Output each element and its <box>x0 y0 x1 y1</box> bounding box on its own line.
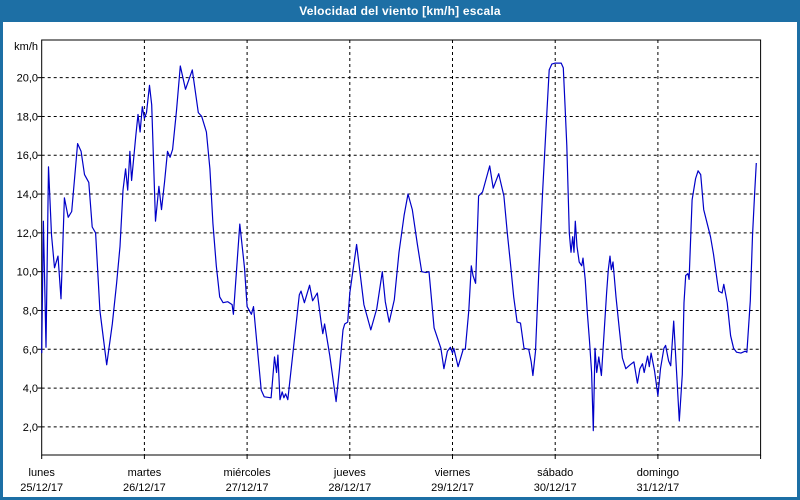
y-tick-label: 14,0 <box>17 189 38 201</box>
day-date-label: 31/12/17 <box>636 482 679 494</box>
y-tick-label: 18,0 <box>17 111 38 123</box>
y-tick-label: 2,0 <box>23 422 38 434</box>
y-tick-label: 8,0 <box>23 305 38 317</box>
day-name-label: lunes <box>29 467 56 479</box>
y-tick-label: 6,0 <box>23 344 38 356</box>
day-name-label: sábado <box>537 467 573 479</box>
y-axis-unit-label: km/h <box>14 41 38 53</box>
window-title: Velocidad del viento [km/h] escala <box>299 4 501 18</box>
day-name-label: jueves <box>333 467 366 479</box>
day-name-label: viernes <box>435 467 471 479</box>
day-date-label: 30/12/17 <box>534 482 577 494</box>
window-titlebar: Velocidad del viento [km/h] escala <box>0 0 800 22</box>
y-tick-label: 10,0 <box>17 267 38 279</box>
day-date-label: 27/12/17 <box>226 482 269 494</box>
wind-speed-chart: 2,0 4,0 6,0 8,0 10,0 12,0 14,0 16,0 18,0 20,0 km/h… <box>14 39 762 494</box>
wind-speed-line <box>41 62 757 432</box>
y-tick-label: 20,0 <box>17 73 38 85</box>
y-tick-label: 16,0 <box>17 150 38 162</box>
day-date-label: 29/12/17 <box>431 482 474 494</box>
day-name-label: miércoles <box>224 467 272 479</box>
day-name-label: martes <box>128 467 162 479</box>
plot-frame <box>41 39 762 456</box>
day-date-label: 28/12/17 <box>328 482 371 494</box>
day-name-label: domingo <box>637 467 679 479</box>
day-date-label: 26/12/17 <box>123 482 166 494</box>
day-date-label: 25/12/17 <box>20 482 63 494</box>
chart-content: 2,0 4,0 6,0 8,0 10,0 12,0 14,0 16,0 18,0 20,0 km/h… <box>3 22 797 497</box>
y-tick-label: 12,0 <box>17 228 38 240</box>
y-tick-label: 4,0 <box>23 383 38 395</box>
